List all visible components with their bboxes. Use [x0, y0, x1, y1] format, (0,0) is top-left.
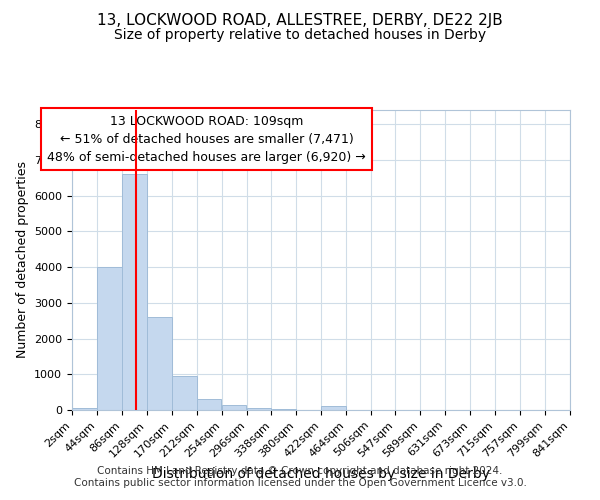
Text: Size of property relative to detached houses in Derby: Size of property relative to detached ho…	[114, 28, 486, 42]
Bar	[172, 376, 197, 410]
Bar	[222, 406, 247, 410]
Bar	[122, 174, 146, 410]
X-axis label: Distribution of detached houses by size in Derby: Distribution of detached houses by size …	[152, 467, 490, 481]
Text: 13 LOCKWOOD ROAD: 109sqm
← 51% of detached houses are smaller (7,471)
48% of sem: 13 LOCKWOOD ROAD: 109sqm ← 51% of detach…	[47, 114, 366, 164]
Bar	[272, 409, 296, 410]
Y-axis label: Number of detached properties: Number of detached properties	[16, 162, 29, 358]
Bar	[322, 406, 346, 410]
Text: 13, LOCKWOOD ROAD, ALLESTREE, DERBY, DE22 2JB: 13, LOCKWOOD ROAD, ALLESTREE, DERBY, DE2…	[97, 12, 503, 28]
Bar	[97, 267, 122, 410]
Bar	[72, 408, 97, 410]
Bar	[247, 408, 271, 410]
Bar	[147, 317, 172, 410]
Bar	[197, 398, 221, 410]
Text: Contains HM Land Registry data © Crown copyright and database right 2024.
Contai: Contains HM Land Registry data © Crown c…	[74, 466, 526, 487]
